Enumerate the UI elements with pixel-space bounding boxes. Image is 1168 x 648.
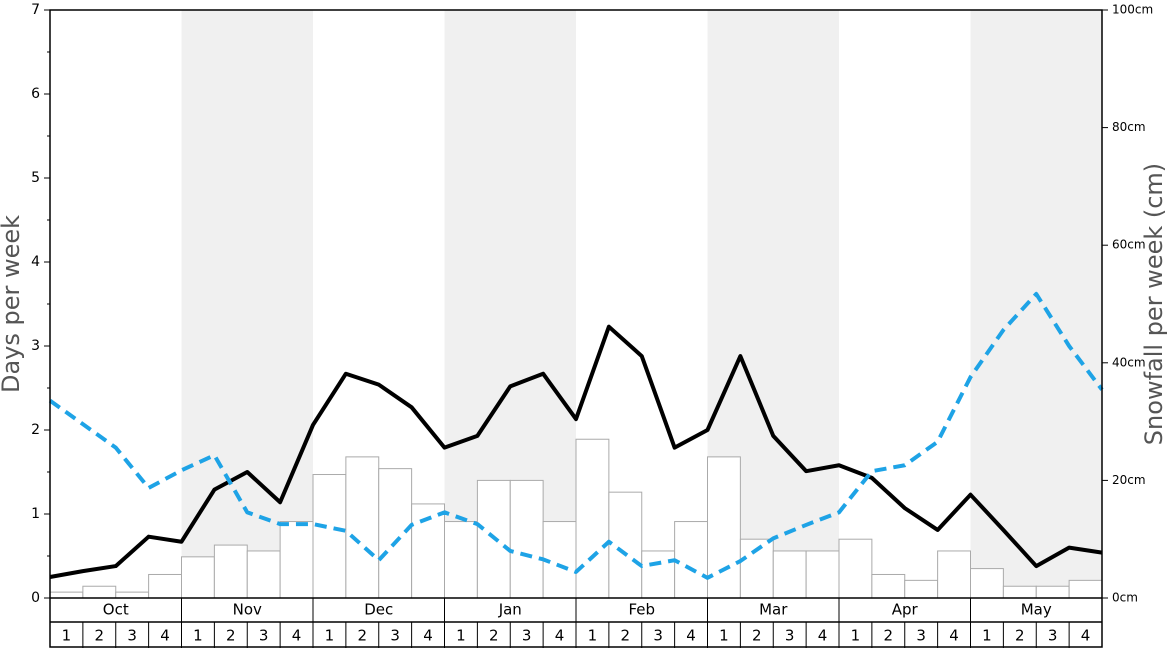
month-band xyxy=(181,10,313,598)
y-tick-label: 2 xyxy=(31,422,40,438)
y-tick-label: 7 xyxy=(31,2,40,18)
bar xyxy=(1068,579,1103,599)
week-label: 2 xyxy=(358,627,368,645)
bar xyxy=(378,468,413,599)
week-label: 1 xyxy=(456,627,466,645)
month-label: Mar xyxy=(759,601,788,619)
month-label: Oct xyxy=(103,601,129,619)
week-label: 3 xyxy=(653,627,663,645)
week-label: 2 xyxy=(884,627,894,645)
bar xyxy=(805,550,840,599)
week-label: 2 xyxy=(752,627,762,645)
week-label: 2 xyxy=(95,627,105,645)
bar xyxy=(345,456,380,599)
week-label: 3 xyxy=(785,627,795,645)
week-label: 3 xyxy=(127,627,137,645)
month-label: May xyxy=(1021,601,1052,619)
month-label: Dec xyxy=(364,601,393,619)
bar xyxy=(937,550,971,599)
y-tick-label: 3 xyxy=(31,338,40,354)
bar xyxy=(312,474,347,599)
month-label: Nov xyxy=(233,601,262,619)
week-label: 4 xyxy=(818,627,828,645)
bar xyxy=(772,550,807,599)
bar xyxy=(509,479,544,599)
week-label: 1 xyxy=(851,627,861,645)
y-tick-label: 5 xyxy=(31,170,40,186)
y2-axis-title: Snowfall per week (cm) xyxy=(1140,163,1168,445)
week-label: 1 xyxy=(62,627,72,645)
week-label: 2 xyxy=(489,627,499,645)
y2-tick-label: 20cm xyxy=(1112,473,1146,487)
bar xyxy=(1035,585,1070,599)
y2-tick-label: 100cm xyxy=(1112,3,1153,17)
bar xyxy=(838,538,873,599)
y2-tick-label: 80cm xyxy=(1112,120,1146,134)
week-label: 1 xyxy=(325,627,335,645)
bar xyxy=(608,491,643,599)
y2-tick-label: 40cm xyxy=(1112,355,1146,369)
y-axis-title: Days per week xyxy=(0,215,25,393)
month-label: Feb xyxy=(628,601,655,619)
bar xyxy=(970,568,1004,599)
bar xyxy=(148,573,182,599)
week-label: 1 xyxy=(588,627,598,645)
week-label: 2 xyxy=(621,627,631,645)
bar xyxy=(115,591,150,599)
week-label: 4 xyxy=(949,627,959,645)
bar xyxy=(246,550,281,599)
bar xyxy=(641,550,676,599)
week-label: 3 xyxy=(390,627,400,645)
week-label: 4 xyxy=(423,627,433,645)
bar xyxy=(279,521,314,599)
bar xyxy=(871,573,906,599)
y2-tick-label: 60cm xyxy=(1112,238,1146,252)
line-series xyxy=(48,291,1104,580)
week-label: 3 xyxy=(1048,627,1058,645)
week-label: 3 xyxy=(522,627,532,645)
bar xyxy=(213,544,248,599)
bar xyxy=(49,591,84,599)
y2-tick-label: 0cm xyxy=(1112,591,1138,605)
week-label: 4 xyxy=(160,627,170,645)
y-tick-label: 4 xyxy=(31,254,40,270)
week-label: 4 xyxy=(686,627,696,645)
week-label: 2 xyxy=(1015,627,1025,645)
month-label: Jan xyxy=(498,601,522,619)
line-series xyxy=(49,324,1103,579)
week-label: 4 xyxy=(292,627,302,645)
week-label: 1 xyxy=(193,627,203,645)
week-label: 3 xyxy=(259,627,269,645)
y-tick-label: 0 xyxy=(31,590,40,606)
y-tick-label: 6 xyxy=(31,86,40,102)
week-label: 1 xyxy=(982,627,992,645)
week-label: 3 xyxy=(916,627,926,645)
week-label: 1 xyxy=(719,627,729,645)
week-label: 4 xyxy=(555,627,565,645)
week-label: 2 xyxy=(226,627,236,645)
bar xyxy=(575,438,610,599)
bar xyxy=(674,521,708,599)
bar xyxy=(444,521,478,599)
bar xyxy=(904,579,939,599)
bar xyxy=(1002,585,1037,599)
bar xyxy=(181,556,215,599)
month-label: Apr xyxy=(892,601,919,619)
week-label: 4 xyxy=(1081,627,1091,645)
y-tick-label: 1 xyxy=(31,506,40,522)
bar xyxy=(82,585,117,599)
month-band xyxy=(970,10,1102,598)
